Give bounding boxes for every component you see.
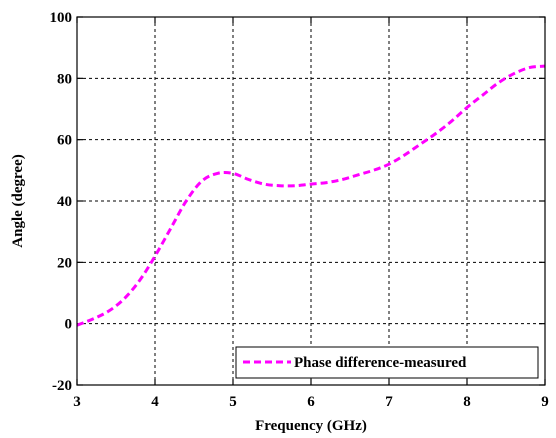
y-axis-label: Angle (degree) — [10, 154, 26, 247]
plot-frame — [76, 16, 546, 386]
y-tick-label: 60 — [57, 133, 72, 149]
y-tick-label: 40 — [57, 194, 72, 210]
y-tick-label: 20 — [57, 255, 72, 271]
y-tick-label: 80 — [57, 71, 72, 87]
tick-labels: 3 4 5 6 7 8 9 -20 0 20 40 60 80 100 — [50, 10, 549, 410]
plot-area — [76, 64, 546, 327]
x-tick-label: 3 — [73, 394, 81, 410]
legend: Phase difference-measured — [235, 346, 539, 379]
y-tick-label: 0 — [65, 317, 73, 333]
x-tick-label: 7 — [385, 394, 393, 410]
grid — [77, 17, 545, 385]
y-tick-label: -20 — [52, 378, 72, 394]
legend-box — [235, 346, 539, 379]
x-axis-label: Frequency (GHz) — [255, 418, 367, 434]
x-tick-label: 8 — [463, 394, 471, 410]
x-tick-label: 4 — [151, 394, 159, 410]
legend-label: Phase difference-measured — [294, 355, 467, 371]
y-tick-label: 100 — [50, 10, 73, 26]
x-tick-label: 5 — [229, 394, 237, 410]
series-line — [76, 64, 546, 327]
x-tick-label: 6 — [307, 394, 315, 410]
x-tick-label: 9 — [541, 394, 549, 410]
